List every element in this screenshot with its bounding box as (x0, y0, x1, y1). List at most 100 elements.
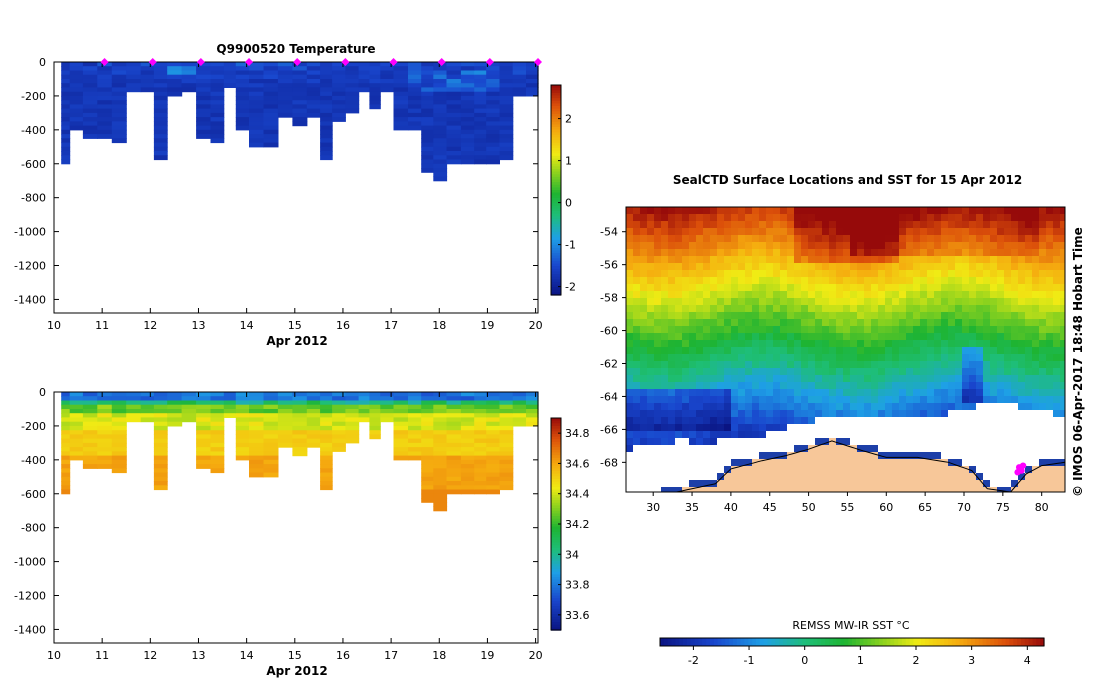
sst-cell (633, 326, 641, 334)
sst-cell (682, 305, 690, 313)
section-cell (69, 451, 84, 457)
sst-cell (997, 431, 1005, 439)
section-cell (486, 425, 500, 431)
sst-cell (829, 424, 837, 432)
section-cell (486, 459, 500, 465)
sst-cell (969, 431, 977, 439)
section-cell (210, 100, 225, 105)
section-cell (433, 421, 448, 427)
section-cell (474, 409, 487, 414)
sst-cell (941, 487, 949, 493)
section-cell (460, 459, 475, 465)
sst-cell (766, 340, 774, 348)
sst-cell (1018, 438, 1026, 446)
sst-cell (941, 214, 949, 222)
sst-cell (752, 249, 760, 257)
section-cell (433, 472, 448, 478)
sst-cell (780, 396, 788, 404)
sst-cell (654, 319, 662, 327)
section-cell (210, 400, 225, 406)
sst-cell (892, 249, 900, 257)
sst-cell (934, 347, 942, 355)
section-cell (210, 104, 225, 110)
section-cell (345, 425, 360, 431)
sst-cell (787, 228, 795, 236)
sst-cell (906, 389, 914, 397)
sst-cell (731, 305, 739, 313)
section-cell (277, 100, 293, 105)
section-cell (61, 400, 71, 406)
sst-cell (934, 305, 942, 313)
sst-cell (892, 368, 900, 376)
sst-cell (689, 410, 697, 418)
sst-cell (969, 221, 977, 229)
section-cell (97, 464, 113, 469)
colorbar-cell (551, 566, 561, 570)
sst-cell (689, 382, 697, 390)
sst-cell (1053, 298, 1061, 306)
sst-cell (836, 207, 844, 215)
section-cell (167, 396, 183, 401)
sst-cell (1004, 438, 1012, 446)
sst-cell (787, 375, 795, 383)
sst-cell (990, 438, 998, 446)
section-cell (126, 62, 142, 67)
sst-cell (829, 305, 837, 313)
sst-cell (682, 438, 690, 446)
sst-cell (976, 256, 984, 264)
section-cell (474, 146, 487, 152)
sst-cell (647, 368, 655, 376)
section-cell (292, 430, 308, 435)
sst-cell (696, 340, 704, 348)
section-cell (421, 434, 434, 440)
sst-cell (990, 235, 998, 243)
sst-cell (983, 249, 991, 257)
sst-cell (997, 235, 1005, 243)
sst-cell (885, 256, 893, 264)
sst-cell (955, 256, 963, 264)
section-cell (421, 442, 434, 448)
sst-cell (906, 221, 914, 229)
colorbar-cell (551, 255, 561, 259)
sst-cell (878, 403, 886, 411)
sst-cell (927, 305, 935, 313)
sst-cell (703, 354, 711, 362)
sst-cell (731, 368, 739, 376)
section-cell (210, 425, 225, 431)
section-cell (181, 74, 197, 80)
sst-cell (759, 284, 767, 292)
sst-cell (1011, 382, 1019, 390)
sst-cell (633, 319, 641, 327)
section-cell (82, 451, 98, 457)
sst-cell (941, 410, 949, 418)
sst-cell (710, 424, 718, 432)
sst-cell (1060, 291, 1066, 299)
sst-cell (640, 424, 648, 432)
sst-cell (934, 298, 942, 306)
sst-cell (983, 291, 991, 299)
section-cell (486, 442, 500, 448)
sst-cell (941, 319, 949, 327)
sst-cell (920, 333, 928, 341)
sst-cell (759, 305, 767, 313)
section-cell (526, 91, 539, 97)
sst-cell (1039, 242, 1047, 250)
colorbar-cell (825, 638, 830, 646)
sst-cell (696, 382, 704, 390)
section-cell (82, 134, 98, 139)
section-cell (345, 66, 360, 71)
sst-cell (1060, 333, 1066, 341)
sst-cell (850, 207, 858, 215)
sst-cell (850, 319, 858, 327)
section-cell (320, 121, 333, 127)
sst-cell (773, 326, 781, 334)
sst-cell (787, 452, 795, 460)
section-cell (433, 481, 448, 486)
colorbar-cell (1032, 638, 1037, 646)
colorbar-cell (551, 561, 561, 565)
sst-cell (920, 487, 928, 493)
section-cell (69, 421, 84, 427)
sst-cell (829, 340, 837, 348)
sst-cell (752, 207, 760, 215)
sst-cell (1060, 214, 1066, 222)
